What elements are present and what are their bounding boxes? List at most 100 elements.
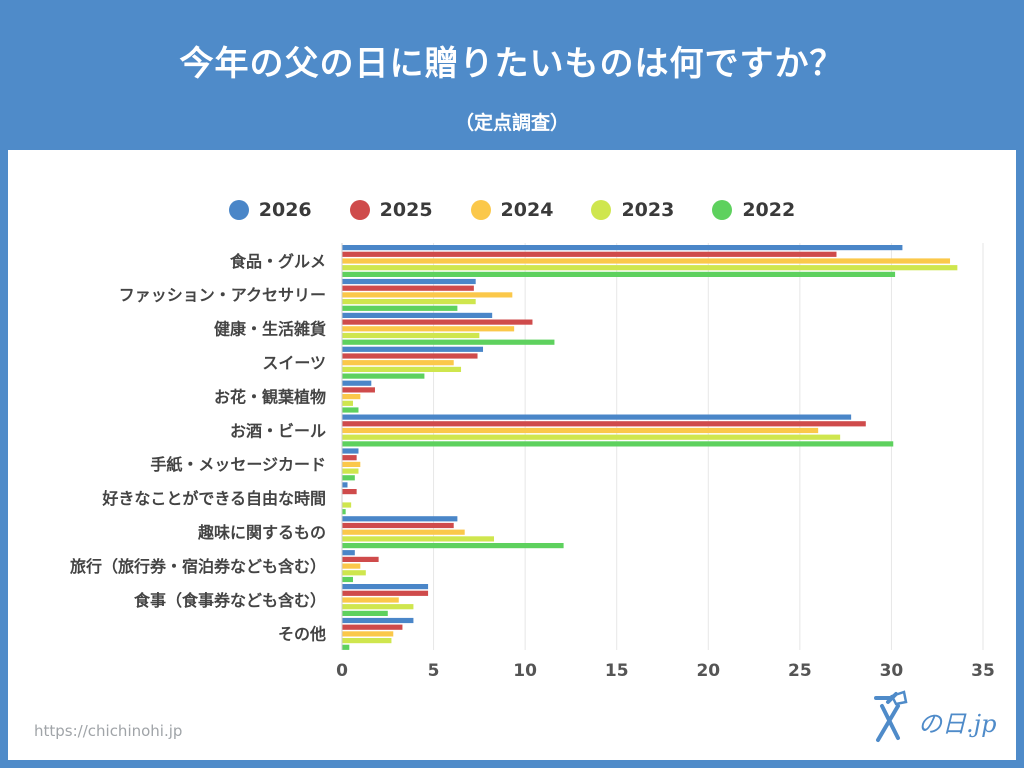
bar: [342, 590, 429, 596]
legend-label: 2026: [258, 199, 312, 221]
bar: [342, 455, 357, 461]
bar: [342, 339, 555, 345]
bar: [342, 550, 355, 556]
bar: [342, 387, 375, 393]
x-tick-label: 5: [428, 661, 440, 681]
legend-item: 2024: [470, 197, 553, 223]
bar: [342, 617, 414, 624]
bar: [342, 380, 372, 386]
bar: [342, 407, 359, 413]
bar: [342, 271, 896, 277]
bar: [342, 366, 462, 372]
bar: [342, 536, 495, 542]
category-label: スイーツ: [262, 353, 326, 372]
x-tick-label: 10: [513, 661, 537, 681]
bar: [342, 332, 480, 339]
legend-swatch: [712, 200, 733, 220]
legend-item: 2023: [591, 197, 674, 223]
bar: [342, 502, 352, 508]
bar: [342, 543, 564, 549]
x-tick-label: 15: [605, 661, 629, 681]
bar: [342, 265, 958, 271]
bar: [342, 516, 458, 522]
source-url: https://chichinohi.jp: [34, 722, 183, 740]
bar: [342, 489, 357, 495]
bar: [342, 448, 359, 454]
legend-swatch: [470, 200, 491, 220]
x-tick-label: 25: [788, 661, 812, 681]
bar: [342, 610, 388, 616]
bar: [342, 461, 361, 467]
legend-item: 2025: [349, 197, 433, 223]
bar: [342, 251, 837, 257]
legend-swatch: [349, 200, 370, 220]
bar: [342, 285, 474, 291]
page-subtitle: （定点調査）: [454, 112, 569, 134]
category-label: お花・観葉植物: [214, 387, 326, 406]
bar: [342, 278, 476, 285]
bar: [342, 258, 951, 264]
bar: [342, 305, 458, 311]
bar: [342, 624, 403, 630]
page-title: 今年の父の日に贈りたいものは何ですか？: [179, 44, 845, 84]
bar: [342, 427, 819, 434]
bar: [342, 319, 533, 325]
category-label: その他: [278, 625, 326, 644]
bar: [342, 597, 399, 603]
legend-item: 2022: [712, 197, 795, 223]
bar: [342, 292, 513, 298]
bar: [342, 421, 866, 427]
site-logo-text: の日.jp: [918, 710, 997, 738]
bar: [342, 604, 414, 610]
category-label: 好きなことができる自由な時間: [101, 489, 326, 508]
bar: [342, 360, 454, 366]
category-label: 食品・グルメ: [229, 252, 326, 271]
bar: [342, 299, 476, 305]
x-tick-label: 30: [880, 661, 904, 681]
bar: [342, 522, 454, 529]
category-label: 手紙・メッセージカード: [150, 455, 326, 474]
bar: [342, 576, 353, 583]
header: 今年の父の日に贈りたいものは何ですか？ （定点調査）: [0, 0, 1024, 150]
bar: [342, 529, 465, 535]
x-tick-label: 35: [971, 661, 995, 681]
bar: [342, 570, 366, 576]
bar: [342, 563, 361, 569]
bar: [342, 373, 425, 379]
legend-swatch: [591, 200, 612, 220]
legend-label: 2022: [742, 199, 796, 221]
bar: [342, 644, 350, 650]
bar: [342, 312, 493, 318]
bar: [342, 441, 894, 447]
chart-legend: 2026 2025 2024 2023 2022: [0, 197, 1024, 223]
category-label: 趣味に関するもの: [197, 523, 326, 542]
bar: [342, 482, 348, 488]
legend-item: 2026: [228, 197, 312, 223]
bar: [342, 509, 346, 515]
x-tick-label: 20: [696, 661, 720, 681]
bar: [342, 638, 392, 644]
category-label: お酒・ビール: [230, 421, 326, 440]
bar: [342, 394, 361, 400]
bar: [342, 346, 484, 352]
category-label: 旅行（旅行券・宿泊券なども含む）: [70, 557, 326, 576]
bar: [342, 584, 429, 590]
bar: [342, 468, 359, 474]
bar: [342, 631, 394, 637]
category-label: 健康・生活雑貨: [214, 320, 326, 339]
category-label: ファッション・アクセサリー: [119, 286, 326, 305]
site-logo-icon: [874, 690, 908, 742]
x-tick-label: 0: [336, 661, 348, 681]
bar: [342, 434, 841, 440]
bar: [342, 556, 379, 562]
category-label: 食事（食事券なども含む）: [133, 591, 326, 610]
legend-label: 2025: [379, 199, 433, 221]
bar: [342, 353, 478, 359]
legend-swatch: [228, 200, 249, 220]
bar: [342, 245, 903, 251]
chart-panel: [8, 150, 1016, 760]
bar: [342, 475, 355, 481]
bar: [342, 326, 515, 332]
bar: [342, 414, 852, 420]
